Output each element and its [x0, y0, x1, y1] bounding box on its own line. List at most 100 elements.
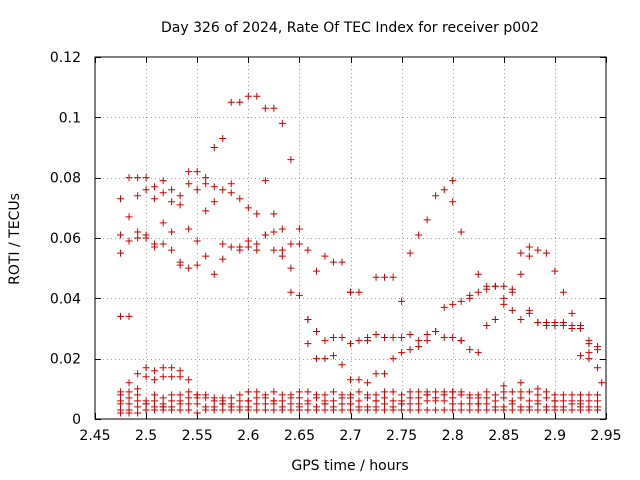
data-point [542, 394, 550, 402]
data-point [585, 355, 593, 363]
data-point [440, 391, 448, 399]
data-point [406, 331, 414, 339]
data-point [244, 237, 252, 245]
data-point [500, 394, 508, 402]
data-point [295, 406, 303, 414]
data-point [244, 397, 252, 405]
data-point [440, 186, 448, 194]
data-point [304, 388, 312, 396]
data-point [227, 189, 235, 197]
data-point [491, 391, 499, 399]
data-point [542, 388, 550, 396]
data-point [338, 394, 346, 402]
data-point [244, 204, 252, 212]
data-point [287, 156, 295, 164]
data-point [312, 406, 320, 414]
data-point [117, 195, 125, 203]
data-point [117, 249, 125, 257]
data-point [125, 400, 133, 408]
data-point [432, 388, 440, 396]
data-point [381, 388, 389, 396]
data-point [329, 388, 337, 396]
data-point [483, 388, 491, 396]
data-point [491, 406, 499, 414]
series-sat-H [457, 300, 602, 360]
data-point [125, 394, 133, 402]
data-point [406, 394, 414, 402]
data-point [219, 255, 227, 263]
data-point [372, 273, 380, 281]
data-point [159, 373, 167, 381]
data-point [568, 321, 576, 329]
data-point [176, 261, 184, 269]
data-point [125, 388, 133, 396]
data-point [440, 397, 448, 405]
data-point [151, 391, 159, 399]
data-point [321, 391, 329, 399]
data-point [159, 219, 167, 227]
data-point [329, 406, 337, 414]
data-point [219, 240, 227, 248]
series-sat-D [117, 228, 354, 320]
data-point [466, 400, 474, 408]
data-point [576, 391, 584, 399]
data-point [176, 406, 184, 414]
data-point [227, 394, 235, 402]
data-point [457, 337, 465, 345]
data-point [134, 234, 142, 242]
data-point [585, 340, 593, 348]
data-point [534, 318, 542, 326]
data-point [287, 288, 295, 296]
data-point [142, 400, 150, 408]
data-point [185, 394, 193, 402]
data-point [364, 379, 372, 387]
data-point [151, 183, 159, 191]
x-tick-label: 2.85 [488, 428, 519, 444]
data-point [168, 406, 176, 414]
data-point [500, 382, 508, 390]
data-point [559, 318, 567, 326]
series-sat-A [117, 92, 303, 233]
data-point [236, 391, 244, 399]
data-point [227, 180, 235, 188]
data-point [168, 228, 176, 236]
data-point [585, 391, 593, 399]
data-point [415, 394, 423, 402]
y-tick-label: 0.1 [59, 110, 81, 126]
data-point [142, 373, 150, 381]
data-point [534, 406, 542, 414]
data-point [253, 210, 261, 218]
data-point [219, 406, 227, 414]
data-point [185, 406, 193, 414]
data-point [193, 409, 201, 417]
data-point [381, 334, 389, 342]
data-point [261, 406, 269, 414]
data-point [287, 400, 295, 408]
data-point [483, 394, 491, 402]
data-point [542, 249, 550, 257]
data-point [449, 334, 457, 342]
data-point [517, 406, 525, 414]
data-point [551, 267, 559, 275]
data-point [193, 400, 201, 408]
data-point [261, 400, 269, 408]
data-point [253, 92, 261, 100]
data-point [551, 397, 559, 405]
data-point [151, 406, 159, 414]
data-point [125, 174, 133, 182]
data-point [287, 406, 295, 414]
data-point [500, 406, 508, 414]
data-point [142, 406, 150, 414]
data-point [295, 388, 303, 396]
data-point [185, 388, 193, 396]
data-point [474, 406, 482, 414]
data-point [423, 406, 431, 414]
data-point [321, 400, 329, 408]
data-point [134, 370, 142, 378]
data-point [176, 367, 184, 375]
x-tick-label: 2.6 [237, 428, 259, 444]
data-point [295, 240, 303, 248]
data-point [517, 315, 525, 323]
data-point [381, 406, 389, 414]
